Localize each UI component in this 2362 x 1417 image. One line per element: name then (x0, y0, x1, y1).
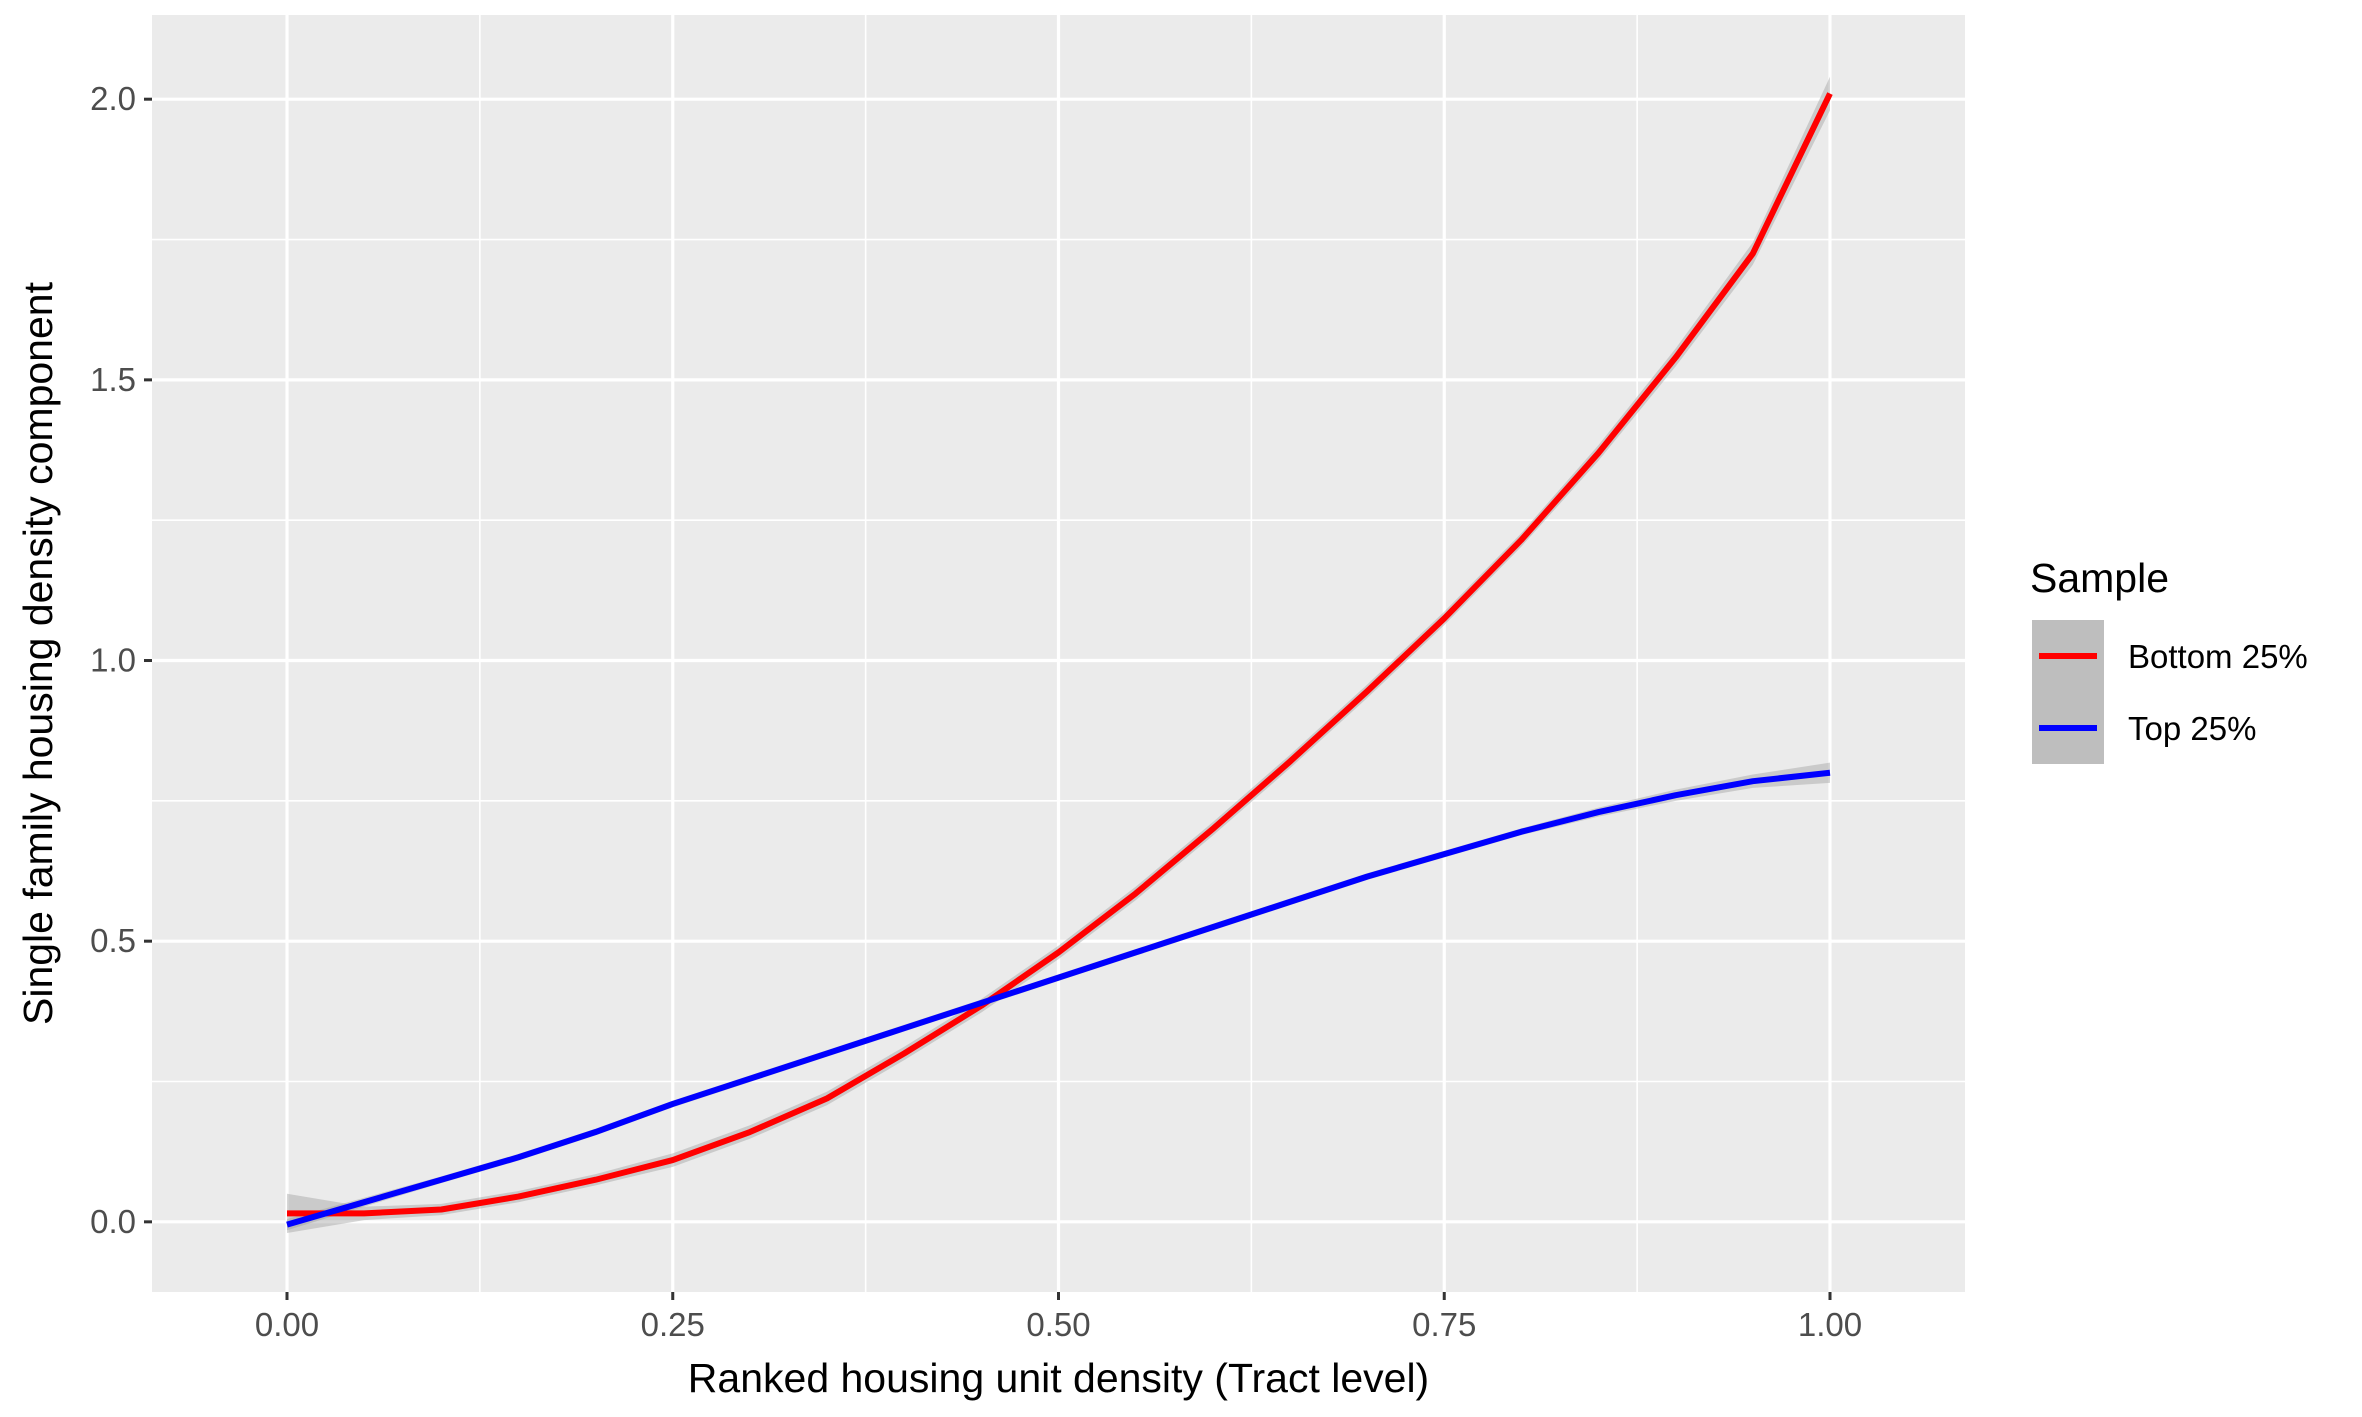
x-axis-title: Ranked housing unit density (Tract level… (688, 1355, 1429, 1401)
y-tick-label: 0.0 (90, 1203, 136, 1240)
y-axis-ticks: 0.0 0.5 1.0 1.5 2.0 (90, 80, 152, 1240)
x-tick-label: 0.75 (1412, 1306, 1476, 1343)
x-tick-label: 0.50 (1026, 1306, 1090, 1343)
y-axis-title: Single family housing density component (15, 281, 61, 1025)
y-tick-label: 1.0 (90, 642, 136, 679)
grid-major (152, 15, 1965, 1292)
series-line-top-25- (286, 769, 1831, 1228)
x-tick-label: 0.00 (255, 1306, 319, 1343)
series-lines (286, 92, 1833, 1228)
y-tick-label: 0.5 (90, 922, 136, 959)
x-axis-ticks: 0.00 0.25 0.50 0.75 1.00 (255, 1292, 1862, 1343)
legend-label-bottom-25-: Bottom 25% (2128, 638, 2308, 675)
y-tick-label: 2.0 (90, 80, 136, 117)
legend-label-top-25-: Top 25% (2128, 710, 2256, 747)
x-tick-label: 1.00 (1798, 1306, 1862, 1343)
series-line-bottom-25- (287, 92, 1833, 1217)
legend: Sample Bottom 25% Top 25% (2030, 555, 2308, 764)
x-tick-label: 0.25 (641, 1306, 705, 1343)
y-tick-label: 1.5 (90, 361, 136, 398)
legend-title: Sample (2030, 555, 2169, 601)
